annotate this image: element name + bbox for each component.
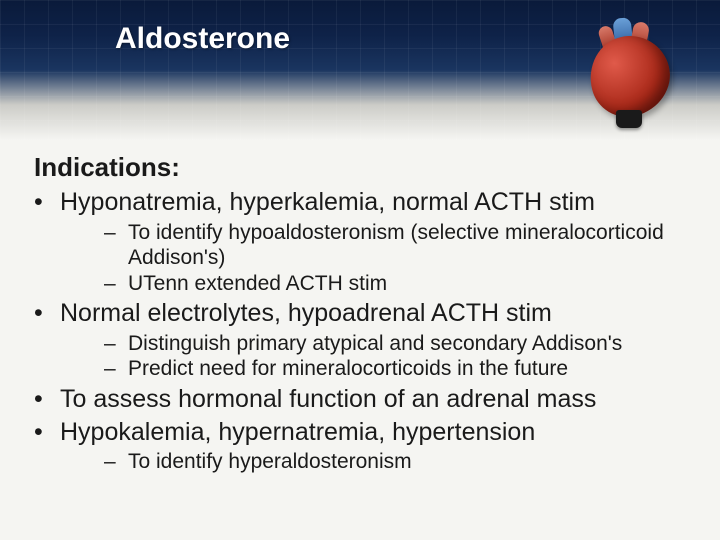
list-item: Hypokalemia, hypernatremia, hypertension… xyxy=(34,417,690,475)
bullet-text: Hypokalemia, hypernatremia, hypertension xyxy=(60,418,535,446)
list-item: Hyponatremia, hyperkalemia, normal ACTH … xyxy=(34,187,690,296)
bullet-text: UTenn extended ACTH stim xyxy=(128,272,387,295)
list-item: To identify hyperaldosteronism xyxy=(60,449,690,475)
list-item: To identify hypoaldosteronism (selective… xyxy=(60,220,690,271)
sub-list: To identify hyperaldosteronism xyxy=(60,449,690,475)
list-item: To assess hormonal function of an adrena… xyxy=(34,384,690,415)
bullet-text: Hyponatremia, hyperkalemia, normal ACTH … xyxy=(60,188,595,216)
bullet-text: To identify hyperaldosteronism xyxy=(128,450,412,473)
indications-heading: Indications: xyxy=(34,152,690,183)
heart-model-icon xyxy=(570,6,690,136)
bullet-list: Hyponatremia, hyperkalemia, normal ACTH … xyxy=(34,187,690,475)
sub-list: To identify hypoaldosteronism (selective… xyxy=(60,220,690,297)
list-item: Normal electrolytes, hypoadrenal ACTH st… xyxy=(34,298,690,382)
list-item: Predict need for mineralocorticoids in t… xyxy=(60,356,690,382)
bullet-text: Distinguish primary atypical and seconda… xyxy=(128,332,622,355)
list-item: Distinguish primary atypical and seconda… xyxy=(60,331,690,357)
slide-title: Aldosterone xyxy=(115,22,290,56)
bullet-text: Normal electrolytes, hypoadrenal ACTH st… xyxy=(60,299,552,327)
list-item: UTenn extended ACTH stim xyxy=(60,271,690,297)
slide: Aldosterone Indications: Hyponatremia, h… xyxy=(0,0,720,540)
bullet-text: To identify hypoaldosteronism (selective… xyxy=(128,221,664,270)
sub-list: Distinguish primary atypical and seconda… xyxy=(60,331,690,382)
bullet-text: Predict need for mineralocorticoids in t… xyxy=(128,357,568,380)
bullet-text: To assess hormonal function of an adrena… xyxy=(60,385,596,413)
heart-stand xyxy=(616,110,642,128)
content-area: Indications: Hyponatremia, hyperkalemia,… xyxy=(34,152,690,477)
